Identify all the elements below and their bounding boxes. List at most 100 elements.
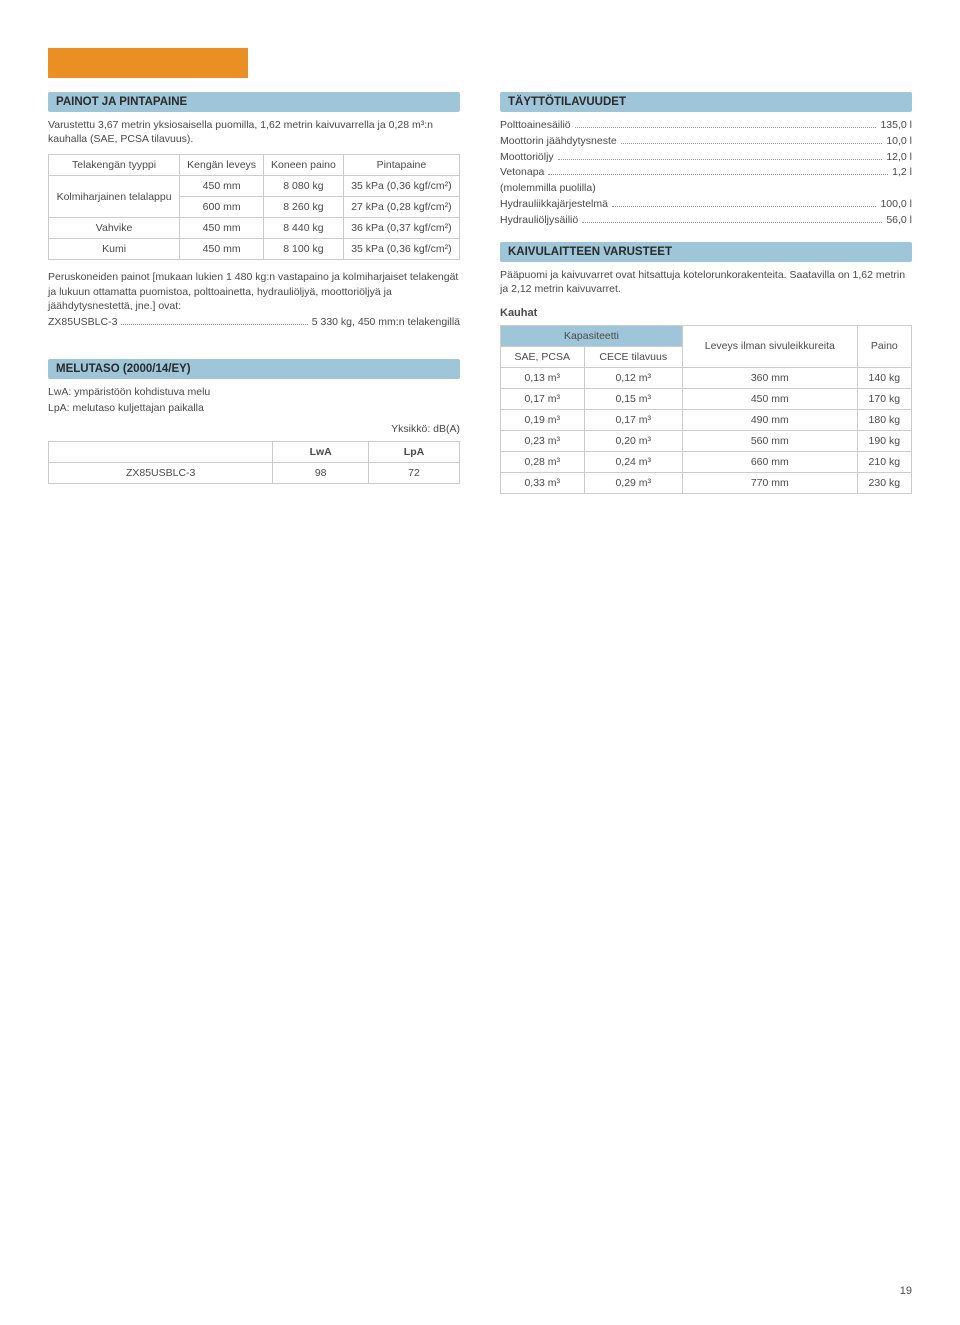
cell: 0,15 m³ — [584, 388, 682, 409]
cell-lwa: 98 — [273, 462, 369, 483]
cell-weight: 8 260 kg — [264, 197, 344, 218]
dot-leader — [121, 318, 307, 325]
fill-label: Moottoriöljy — [500, 150, 554, 166]
fill-value: 1,2 l — [892, 165, 912, 181]
th-blank — [49, 441, 273, 462]
cell-type: Vahvike — [49, 218, 180, 239]
dot-leader — [575, 121, 877, 128]
cell-width: 450 mm — [180, 218, 264, 239]
table-row: 0,28 m³0,24 m³660 mm210 kg — [501, 451, 912, 472]
cell: 450 mm — [682, 388, 857, 409]
intro-text: Varustettu 3,67 metrin yksiosaisella puo… — [48, 118, 460, 146]
cell: 0,13 m³ — [501, 367, 585, 388]
cell: 170 kg — [857, 388, 911, 409]
cell: 140 kg — [857, 367, 911, 388]
fill-label: Vetonapa — [500, 165, 544, 181]
cell-weight: 8 100 kg — [264, 239, 344, 260]
section-header-equip: KAIVULAITTEEN VARUSTEET — [500, 242, 912, 262]
section-header-weights: PAINOT JA PINTAPAINE — [48, 92, 460, 112]
th-lpa: LpA — [369, 441, 460, 462]
cell-pressure: 35 kPa (0,36 kgf/cm²) — [343, 176, 459, 197]
dot-leader — [612, 199, 877, 206]
kauhat-title: Kauhat — [500, 307, 912, 319]
cell: 0,28 m³ — [501, 451, 585, 472]
cell: 0,23 m³ — [501, 430, 585, 451]
noise-line-2: LpA: melutaso kuljettajan paikalla — [48, 401, 460, 415]
cell: 180 kg — [857, 409, 911, 430]
fill-row: Moottoriöljy 12,0 l — [500, 150, 912, 166]
table-row: Kolmiharjainen telalappu 450 mm 8 080 kg… — [49, 176, 460, 197]
cell-width: 450 mm — [180, 176, 264, 197]
dot-leader — [558, 152, 883, 159]
cell: 360 mm — [682, 367, 857, 388]
cell-width: 450 mm — [180, 239, 264, 260]
body-model-value: 5 330 kg, 450 mm:n telakengillä — [312, 315, 460, 331]
equip-paragraph: Pääpuomi ja kaivuvarret ovat hitsattuja … — [500, 268, 912, 296]
cell-pressure: 36 kPa (0,37 kgf/cm²) — [343, 218, 459, 239]
cell: 0,20 m³ — [584, 430, 682, 451]
cell: 190 kg — [857, 430, 911, 451]
table-row: 0,19 m³0,17 m³490 mm180 kg — [501, 409, 912, 430]
th-weight: Paino — [857, 325, 911, 367]
fill-row: Polttoainesäiliö 135,0 l — [500, 118, 912, 134]
fill-row: Vetonapa 1,2 l — [500, 165, 912, 181]
dot-leader — [621, 136, 883, 143]
th-width: Kengän leveys — [180, 155, 264, 176]
page-number: 19 — [900, 1285, 912, 1297]
th-sae: SAE, PCSA — [501, 346, 585, 367]
th-weight: Koneen paino — [264, 155, 344, 176]
cell-type: Kumi — [49, 239, 180, 260]
th-lwa: LwA — [273, 441, 369, 462]
cell-pressure: 27 kPa (0,28 kgf/cm²) — [343, 197, 459, 218]
cell-lpa: 72 — [369, 462, 460, 483]
body-para-text: Peruskoneiden painot [mukaan lukien 1 48… — [48, 271, 458, 311]
dot-leader — [582, 215, 882, 222]
noise-unit: Yksikkö: dB(A) — [48, 423, 460, 435]
table-row: ZX85USBLC-3 98 72 — [49, 462, 460, 483]
fill-label: Polttoainesäiliö — [500, 118, 571, 134]
cell: 0,19 m³ — [501, 409, 585, 430]
cell: 0,33 m³ — [501, 472, 585, 493]
cell-weight: 8 080 kg — [264, 176, 344, 197]
table-row: 0,33 m³0,29 m³770 mm230 kg — [501, 472, 912, 493]
fill-value: 135,0 l — [880, 118, 912, 134]
cell: 560 mm — [682, 430, 857, 451]
right-column: TÄYTTÖTILAVUUDET Polttoainesäiliö 135,0 … — [500, 48, 912, 494]
body-model-label: ZX85USBLC-3 — [48, 315, 117, 331]
section-header-noise: MELUTASO (2000/14/EY) — [48, 359, 460, 379]
cell-type: Kolmiharjainen telalappu — [49, 176, 180, 218]
cell: 0,17 m³ — [501, 388, 585, 409]
orange-block — [48, 48, 248, 78]
weights-table: Telakengän tyyppi Kengän leveys Koneen p… — [48, 154, 460, 260]
th-cece: CECE tilavuus — [584, 346, 682, 367]
cell: 210 kg — [857, 451, 911, 472]
fill-label: Hydrauliikkajärjestelmä — [500, 197, 608, 213]
cell: 230 kg — [857, 472, 911, 493]
fill-row: Hydrauliöljysäiliö 56,0 l — [500, 213, 912, 229]
th-capacity-group: Kapasiteetti — [501, 325, 683, 346]
cell: 770 mm — [682, 472, 857, 493]
table-row: Vahvike 450 mm 8 440 kg 36 kPa (0,37 kgf… — [49, 218, 460, 239]
cell: 0,29 m³ — [584, 472, 682, 493]
cell: 0,12 m³ — [584, 367, 682, 388]
cell: 0,17 m³ — [584, 409, 682, 430]
fill-row: Moottorin jäähdytysneste 10,0 l — [500, 134, 912, 150]
cell-width: 600 mm — [180, 197, 264, 218]
th-type: Telakengän tyyppi — [49, 155, 180, 176]
fill-label: Hydrauliöljysäiliö — [500, 213, 578, 229]
fill-value: 10,0 l — [886, 134, 912, 150]
left-column: PAINOT JA PINTAPAINE Varustettu 3,67 met… — [48, 48, 460, 494]
fill-value: 56,0 l — [886, 213, 912, 229]
th-pressure: Pintapaine — [343, 155, 459, 176]
table-row: Kumi 450 mm 8 100 kg 35 kPa (0,36 kgf/cm… — [49, 239, 460, 260]
table-row: 0,23 m³0,20 m³560 mm190 kg — [501, 430, 912, 451]
fill-subnote: (molemmilla puolilla) — [500, 181, 912, 197]
cell-pressure: 35 kPa (0,36 kgf/cm²) — [343, 239, 459, 260]
dot-leader — [548, 168, 888, 175]
cell-weight: 8 440 kg — [264, 218, 344, 239]
noise-table: LwA LpA ZX85USBLC-3 98 72 — [48, 441, 460, 484]
fill-value: 100,0 l — [880, 197, 912, 213]
cell: 660 mm — [682, 451, 857, 472]
cell: 490 mm — [682, 409, 857, 430]
fill-value: 12,0 l — [886, 150, 912, 166]
